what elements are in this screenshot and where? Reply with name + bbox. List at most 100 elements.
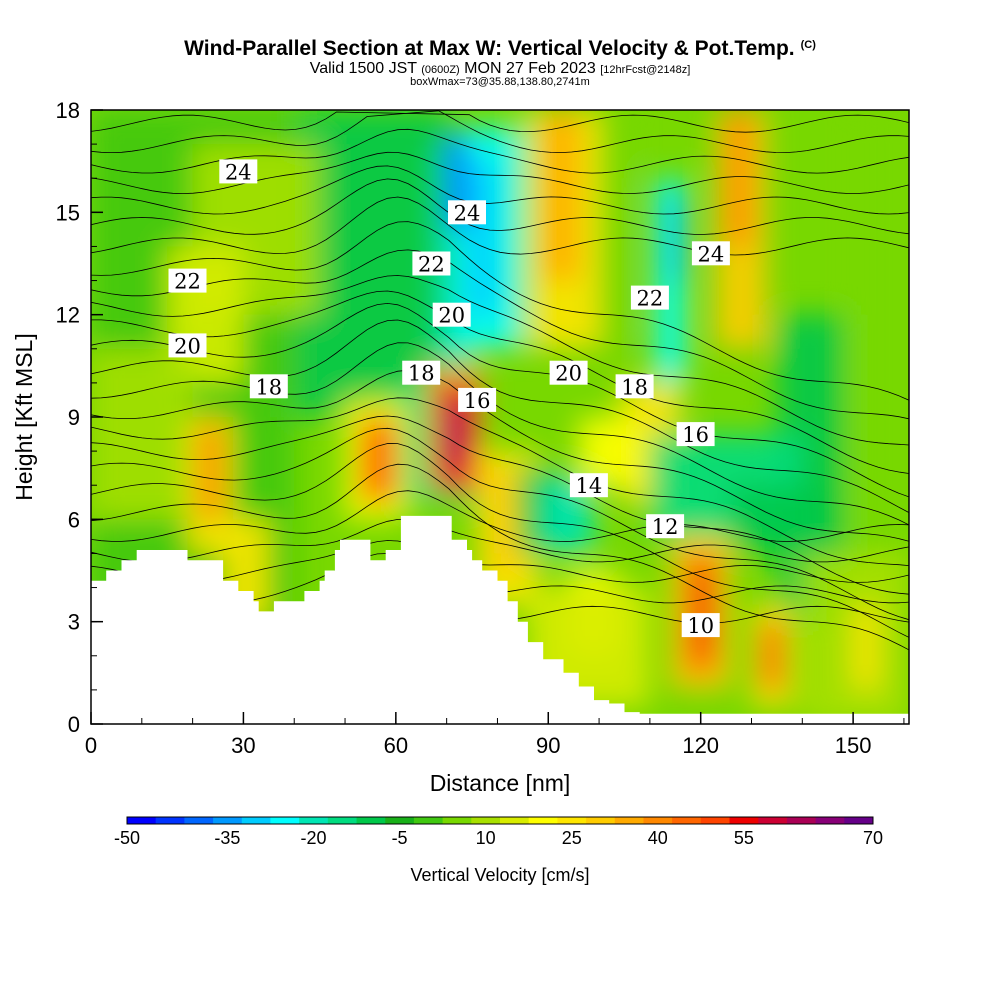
colorbar-swatch xyxy=(356,817,386,824)
contour-label: 24 xyxy=(219,159,258,184)
colorbar-swatch xyxy=(586,817,616,824)
velocity-region xyxy=(761,621,782,690)
contour-label-text: 20 xyxy=(555,362,582,386)
theta-contour xyxy=(91,249,909,420)
x-axis: 0 30 60 90 120 150 xyxy=(85,712,905,758)
theta-contour xyxy=(91,165,909,215)
colorbar-tick-label: 40 xyxy=(648,828,668,848)
velocity-region xyxy=(853,604,879,690)
theta-contour xyxy=(91,110,909,154)
velocity-region xyxy=(665,195,686,281)
contour-label-bg xyxy=(448,200,486,225)
contour-label-bg xyxy=(432,302,471,327)
colorbar-swatch xyxy=(241,817,271,824)
title-unit: (C) xyxy=(800,39,816,51)
contour-label-bg xyxy=(168,333,207,358)
theta-contour xyxy=(91,221,909,401)
contour-label: 22 xyxy=(412,251,451,277)
contour-label-text: 10 xyxy=(687,614,714,638)
x-tick-label: 60 xyxy=(384,733,408,758)
colorbar-swatch xyxy=(127,817,157,824)
box-info: boxWmax=73@35.88,138.80,2741m xyxy=(410,76,590,88)
contour-label-text: 24 xyxy=(698,242,725,266)
contour-label: 20 xyxy=(549,360,588,386)
colorbar-swatch xyxy=(758,817,788,824)
contour-label-bg xyxy=(615,374,654,399)
colorbar-label: Vertical Velocity [cm/s] xyxy=(410,865,589,885)
contour-label-bg xyxy=(676,422,715,447)
contour-label-text: 22 xyxy=(174,270,201,294)
contour-label-bg xyxy=(249,374,288,399)
title-text: Wind-Parallel Section at Max W: Vertical… xyxy=(184,37,795,60)
colorbar-swatch xyxy=(815,817,845,824)
y-tick-label: 6 xyxy=(68,507,80,532)
theta-contour xyxy=(91,463,909,651)
contour-label: 18 xyxy=(615,374,654,399)
chart-subtitle: Valid 1500 JST (0600Z) MON 27 Feb 2023 [… xyxy=(0,60,1000,78)
contour-label-text: 18 xyxy=(255,375,282,399)
contour-label-bg xyxy=(412,251,451,276)
contour-label-text: 20 xyxy=(438,304,465,328)
velocity-region xyxy=(543,110,579,281)
contour-label: 22 xyxy=(630,285,669,311)
theta-contour xyxy=(91,397,909,566)
forecast-info: [12hrFcst@2148z] xyxy=(600,64,691,76)
x-tick-label: 30 xyxy=(231,733,255,758)
contour-label: 14 xyxy=(569,473,608,498)
contour-label: 10 xyxy=(681,613,720,638)
contour-label-text: 12 xyxy=(652,515,679,539)
contour-label: 12 xyxy=(646,514,685,539)
colorbar-swatch xyxy=(413,817,444,824)
contour-label-bg xyxy=(691,241,730,266)
theta-contour xyxy=(91,427,909,621)
contour-label-bg xyxy=(168,268,207,293)
colorbar-tick-label: -50 xyxy=(114,828,140,848)
y-tick-label: 9 xyxy=(68,405,80,430)
theta-contour xyxy=(91,196,909,256)
theta-contour xyxy=(91,151,909,195)
contour-label: 20 xyxy=(432,302,471,328)
colorbar-swatch xyxy=(729,817,759,824)
colorbar-swatch xyxy=(614,817,644,824)
velocity-region xyxy=(731,485,828,554)
contour-label-text: 24 xyxy=(454,201,481,225)
colorbar-frame xyxy=(126,816,874,825)
y-axis-label: Height [Kft MSL] xyxy=(11,333,37,500)
contour-label-bg xyxy=(681,613,720,638)
colorbar-swatch xyxy=(786,817,817,824)
colorbar-swatch xyxy=(471,817,501,824)
contour-label: 18 xyxy=(402,360,441,386)
contour-label-text: 18 xyxy=(408,362,435,386)
theta-contour xyxy=(91,490,909,542)
colorbar-tick-label: -20 xyxy=(300,828,326,848)
colorbar-tick-label: 70 xyxy=(863,828,883,848)
contour-label-text: 22 xyxy=(418,253,445,277)
theta-contour xyxy=(91,369,909,542)
colorbar-tick-label: 55 xyxy=(734,828,754,848)
y-tick-label: 3 xyxy=(68,610,80,635)
y-tick-label: 18 xyxy=(56,98,80,123)
theta-contour xyxy=(91,290,909,474)
terrain-mask xyxy=(91,515,909,724)
theta-contour xyxy=(91,302,909,498)
contour-label-bg xyxy=(219,159,258,184)
contour-label-text: 14 xyxy=(576,474,603,498)
theta-contour xyxy=(91,518,909,563)
valid-date: MON 27 Feb 2023 xyxy=(464,60,596,77)
velocity-region xyxy=(726,110,752,247)
y-tick-label: 12 xyxy=(56,303,80,328)
x-tick-label: 120 xyxy=(682,733,719,758)
contour-label: 16 xyxy=(676,422,715,447)
colorbar-swatch xyxy=(213,817,243,824)
x-axis-label: Distance [nm] xyxy=(430,770,571,796)
colorbar-tick-label: -35 xyxy=(214,828,240,848)
theta-contour xyxy=(91,275,909,446)
colorbar-swatch xyxy=(557,817,587,824)
y-axis: 0 3 6 9 12 15 18 xyxy=(56,98,103,737)
velocity-region xyxy=(197,423,224,520)
colorbar-tick-label: 25 xyxy=(562,828,582,848)
theta-contour xyxy=(91,128,909,174)
chart-title: Wind-Parallel Section at Max W: Vertical… xyxy=(0,37,1000,61)
colorbar-swatch xyxy=(299,817,329,824)
